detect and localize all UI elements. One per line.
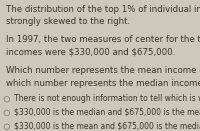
Text: \$330,000 is the mean and \$675,000 is the median.: \$330,000 is the mean and \$675,000 is t… xyxy=(14,122,200,130)
Text: Which number represents the mean income of the top 1% and: Which number represents the mean income … xyxy=(6,66,200,75)
Text: In 1997, the two measures of center for the top 1% of individual: In 1997, the two measures of center for … xyxy=(6,35,200,44)
Text: The distribution of the top 1% of individual incomes in the US is: The distribution of the top 1% of indivi… xyxy=(6,5,200,14)
Text: incomes were \$330,000 and \$675,000.: incomes were \$330,000 and \$675,000. xyxy=(6,48,175,57)
Text: which number represents the median income of the top 1%?: which number represents the median incom… xyxy=(6,79,200,88)
Text: strongly skewed to the right.: strongly skewed to the right. xyxy=(6,17,130,26)
Text: There is not enough information to tell which is which.: There is not enough information to tell … xyxy=(14,94,200,103)
Text: \$330,000 is the median and \$675,000 is the mean.: \$330,000 is the median and \$675,000 is… xyxy=(14,108,200,117)
